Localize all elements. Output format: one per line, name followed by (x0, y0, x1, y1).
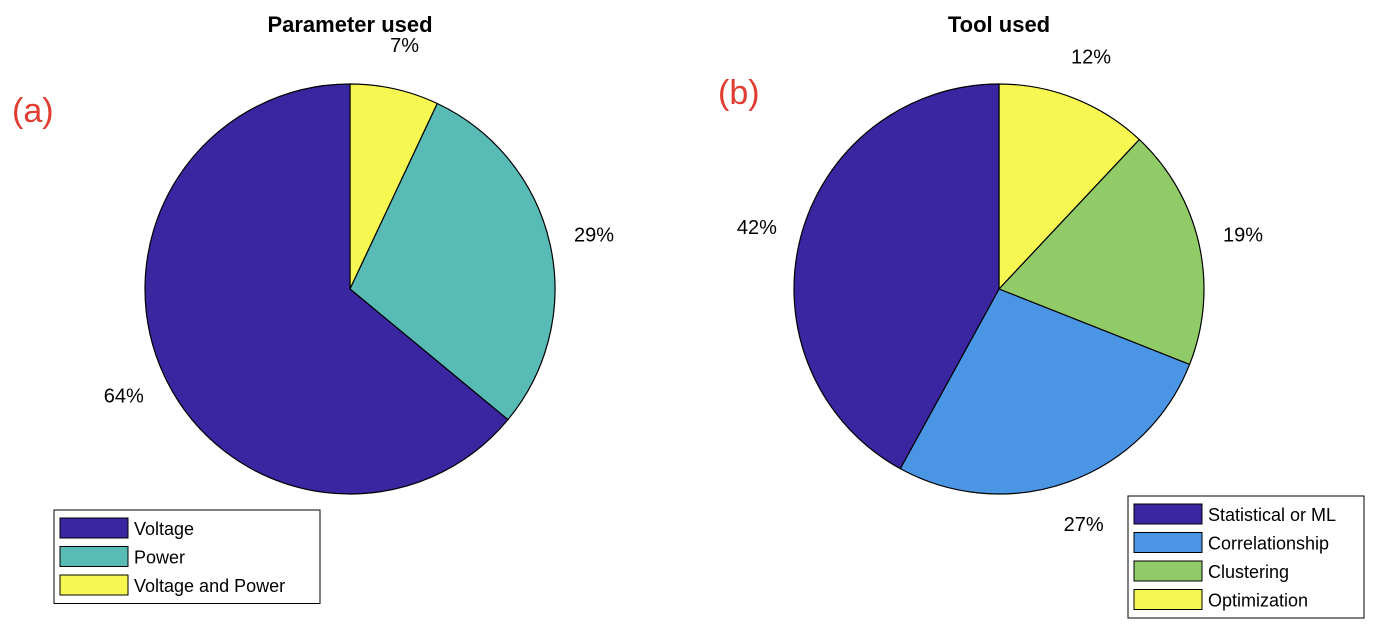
percentage-labels: 7% 29% 64% (104, 35, 614, 407)
slice-percentage-label: 27% (1064, 514, 1104, 536)
legend-swatch (1133, 560, 1203, 582)
legend-entry-label: Optimization (1208, 591, 1308, 611)
pie-slice-clustering (997, 138, 1205, 366)
panel-label: (b) (718, 74, 760, 112)
legend-swatch (59, 574, 129, 596)
pie-chart-tool-used: Tool used (b) 12% 19% 27% 42% Statistical o… (718, 12, 1365, 619)
panel-label: (a) (12, 92, 54, 130)
legend-entry-label: Statistical or ML (1208, 505, 1336, 525)
legend: Voltage Power Voltage and Power (53, 509, 321, 604)
slice-percentage-label: 12% (1071, 47, 1111, 69)
pie-slice-voltage (144, 83, 509, 495)
pie-chart-parameter-used: Parameter used (a) 7% 29% 64% Voltage Power… (12, 12, 614, 604)
pie-slice-statistical-or-ml (793, 83, 1000, 470)
legend-swatch (1133, 503, 1203, 525)
chart-title: Parameter used (267, 12, 432, 37)
legend: Statistical or ML Correlationship Clusteri… (1127, 495, 1365, 619)
pie-slices (144, 83, 556, 495)
pie-slice-optimization (998, 83, 1141, 291)
pie-slice-power (349, 102, 556, 421)
slice-percentage-label: 42% (737, 217, 777, 239)
pie-slice-correlationship (899, 288, 1191, 495)
pie-slices (793, 83, 1205, 495)
legend-entry-label: Power (134, 548, 185, 568)
percentage-labels: 12% 19% 27% 42% (737, 47, 1263, 537)
legend-swatch (59, 546, 129, 567)
legend-entry-label: Correlationship (1208, 534, 1329, 554)
legend-swatch (1133, 589, 1203, 610)
slice-percentage-label: 29% (574, 224, 614, 246)
legend-entry-label: Voltage (134, 519, 194, 539)
legend-entry-label: Voltage and Power (134, 576, 285, 596)
chart-title: Tool used (948, 12, 1050, 37)
legend-entry-label: Clustering (1208, 562, 1289, 582)
slice-percentage-label: 64% (104, 385, 144, 407)
legend-swatch (59, 517, 129, 539)
slice-percentage-label: 7% (390, 35, 419, 57)
legend-swatch (1133, 532, 1203, 553)
slice-percentage-label: 19% (1223, 224, 1263, 246)
